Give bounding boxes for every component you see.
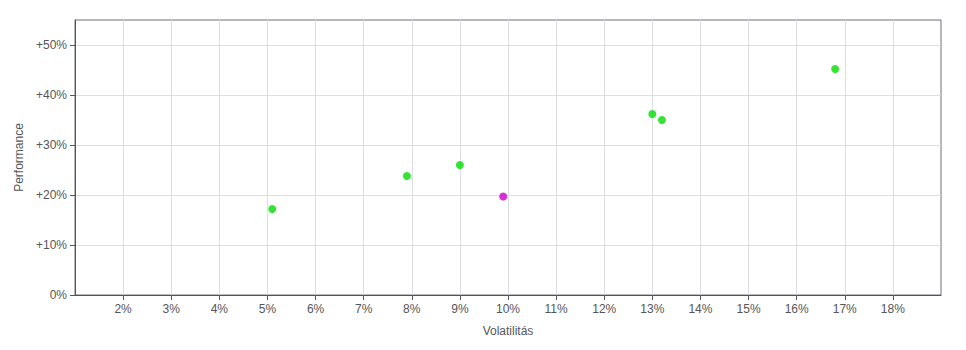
svg-text:16%: 16% — [785, 302, 809, 316]
svg-text:10%: 10% — [496, 302, 520, 316]
svg-text:15%: 15% — [737, 302, 761, 316]
svg-text:+40%: +40% — [36, 88, 67, 102]
svg-text:5%: 5% — [259, 302, 277, 316]
svg-text:8%: 8% — [403, 302, 421, 316]
svg-text:12%: 12% — [592, 302, 616, 316]
svg-text:+50%: +50% — [36, 38, 67, 52]
svg-text:+30%: +30% — [36, 138, 67, 152]
svg-text:9%: 9% — [451, 302, 469, 316]
svg-text:4%: 4% — [211, 302, 229, 316]
svg-text:3%: 3% — [163, 302, 181, 316]
svg-text:14%: 14% — [688, 302, 712, 316]
svg-text:13%: 13% — [640, 302, 664, 316]
svg-text:0%: 0% — [50, 288, 68, 302]
svg-text:Volatilitás: Volatilitás — [483, 324, 534, 338]
svg-text:+10%: +10% — [36, 238, 67, 252]
svg-text:6%: 6% — [307, 302, 325, 316]
svg-text:2%: 2% — [114, 302, 132, 316]
svg-text:18%: 18% — [881, 302, 905, 316]
svg-text:11%: 11% — [545, 302, 568, 316]
svg-text:Performance: Performance — [12, 123, 26, 192]
svg-text:+20%: +20% — [36, 188, 67, 202]
svg-text:17%: 17% — [833, 302, 857, 316]
svg-text:7%: 7% — [355, 302, 373, 316]
